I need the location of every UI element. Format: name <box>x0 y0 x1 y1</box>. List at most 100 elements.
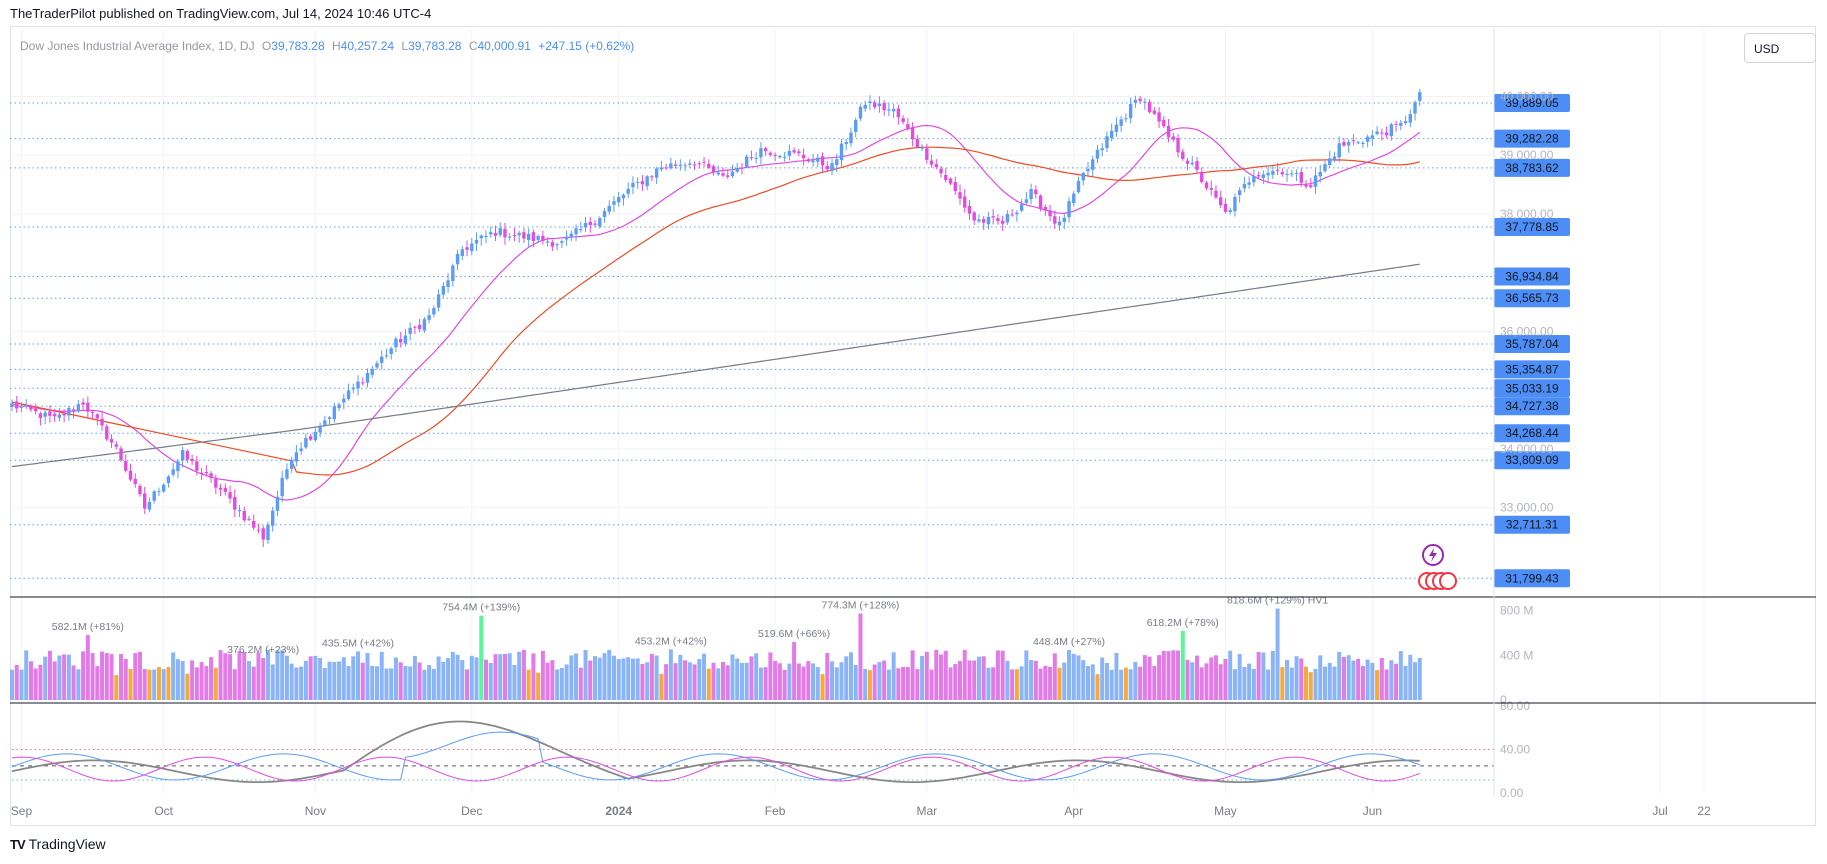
candle-body <box>1176 138 1180 153</box>
candle-body <box>1323 164 1327 172</box>
legend-change: +247.15 (+0.62%) <box>538 39 635 53</box>
candle-body <box>71 409 76 411</box>
volume-bar <box>972 660 977 700</box>
volume-bar <box>1289 667 1294 700</box>
volume-bar <box>825 652 830 700</box>
volume-bar <box>531 653 536 700</box>
candle-body <box>1271 171 1275 175</box>
volume-bar <box>616 659 621 700</box>
candle-body <box>1095 149 1100 159</box>
volume-bar <box>332 661 337 700</box>
candle-body <box>906 124 910 129</box>
price-level-tag <box>1494 379 1570 398</box>
candle-body <box>1280 172 1285 175</box>
candle-body <box>1356 142 1360 144</box>
volume-bar <box>1095 674 1100 700</box>
price-level-tag <box>1494 569 1570 588</box>
x-tick-label: 22 <box>1697 804 1711 818</box>
candle-body <box>52 413 57 417</box>
candle-body <box>858 106 863 119</box>
candle-body <box>602 211 607 217</box>
candle-body <box>48 411 52 416</box>
volume-bar <box>1161 650 1166 700</box>
volume-bar <box>597 657 602 700</box>
volume-bar <box>1341 656 1346 700</box>
volume-bar <box>1123 667 1128 700</box>
volume-annotation: 519.6M (+66%) <box>758 628 830 640</box>
volume-bar <box>896 668 901 700</box>
candle-body <box>1361 142 1365 145</box>
volume-bar <box>507 653 512 700</box>
legend-open: 39,783.28 <box>271 39 325 53</box>
volume-bar <box>374 666 379 700</box>
currency-button[interactable]: USD <box>1744 33 1816 63</box>
volume-bar <box>721 661 725 700</box>
volume-bar <box>578 667 583 700</box>
candle-body <box>1346 142 1351 146</box>
volume-bar <box>1337 651 1342 700</box>
x-tick-label: May <box>1214 804 1237 818</box>
price-level-label: 38,783.62 <box>1505 161 1559 175</box>
price-level-label: 34,727.38 <box>1505 399 1559 413</box>
lightning-glyph-icon <box>1429 548 1437 562</box>
candle-body <box>380 356 384 363</box>
candle-body <box>427 315 431 320</box>
candle-body <box>1375 131 1379 135</box>
candle-body <box>1399 122 1403 126</box>
candle-body <box>1389 124 1394 137</box>
candle-body <box>996 218 1000 222</box>
volume-bar <box>66 654 71 700</box>
price-level-tag <box>1494 217 1570 236</box>
candle-body <box>57 414 62 418</box>
volume-bar <box>303 660 308 700</box>
candle-body <box>1247 182 1251 185</box>
candle-body <box>1015 212 1019 215</box>
candle-body <box>991 216 995 218</box>
volume-bar <box>119 654 124 700</box>
volume-bar <box>1090 664 1095 700</box>
candle-body <box>1299 171 1303 183</box>
volume-bar <box>967 660 972 700</box>
volume-bar <box>318 657 323 700</box>
candle-body <box>1266 172 1270 176</box>
volume-bar <box>777 663 782 700</box>
volume-bar <box>43 656 48 700</box>
volume-bar <box>455 654 460 700</box>
candle-body <box>1128 104 1133 119</box>
volume-bar <box>1067 649 1072 700</box>
volume-bar <box>422 669 427 700</box>
candle-body <box>1076 180 1081 193</box>
candle-body <box>531 232 536 241</box>
volume-bar <box>1332 666 1337 700</box>
candle-body <box>545 241 550 243</box>
candle-body <box>934 164 938 168</box>
candle-body <box>825 165 829 170</box>
candle-body <box>1384 132 1389 136</box>
candle-body <box>408 327 412 334</box>
volume-bar <box>265 650 270 700</box>
candle-body <box>313 431 318 441</box>
candle-body <box>891 108 896 112</box>
candle-body <box>133 478 137 484</box>
symbol-legend[interactable]: Dow Jones Industrial Average Index, 1D, … <box>20 39 634 53</box>
candle-body <box>1228 210 1232 213</box>
candle-body <box>1408 114 1412 123</box>
candle-body <box>1223 203 1228 212</box>
candle-body <box>285 469 289 479</box>
price-level-label: 37,778.85 <box>1505 220 1559 234</box>
volume-bar <box>1242 666 1247 700</box>
candle-body <box>81 402 85 405</box>
chart-icons <box>1418 544 1457 590</box>
candle-body <box>1086 168 1090 172</box>
volume-y-tick-label: 400 M <box>1500 648 1533 662</box>
volume-bar <box>668 649 673 700</box>
candle-body <box>749 157 754 159</box>
price-level-label: 36,934.84 <box>1505 270 1559 284</box>
candle-body <box>1081 172 1085 181</box>
candle-body <box>247 518 251 520</box>
volume-bar <box>1318 655 1323 700</box>
candle-body <box>465 247 469 250</box>
footer-brand[interactable]: TV TradingView <box>10 836 106 852</box>
volume-bar <box>768 652 773 700</box>
